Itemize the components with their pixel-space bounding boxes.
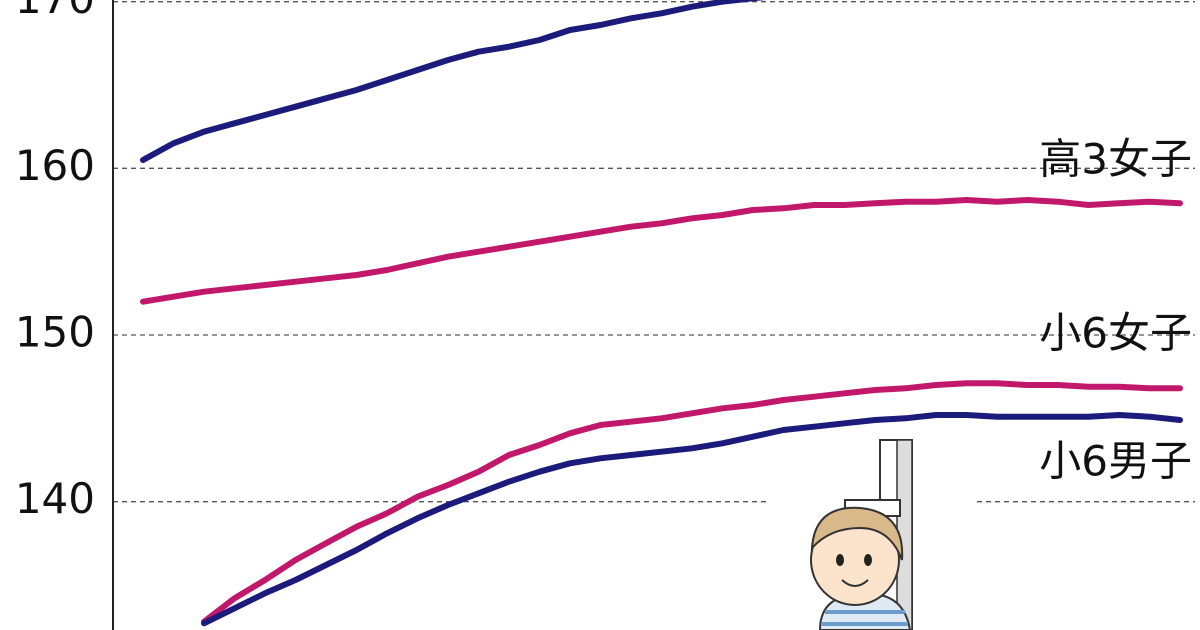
y-tick-label: 170 [15,0,95,23]
series-line [140,0,766,163]
series-line [201,380,1183,625]
series-label: 高3女子 [1039,135,1192,184]
y-tick-label: 160 [15,141,95,190]
grid [113,1,1195,503]
series-line [140,197,1183,305]
series-label: 小6男子 [1039,437,1192,486]
lines [140,0,1183,627]
y-tick-label: 140 [15,474,95,523]
illustration [770,439,975,630]
series-line [201,412,1183,627]
y-tick-label: 150 [15,308,95,357]
series-label: 小6女子 [1039,309,1192,358]
